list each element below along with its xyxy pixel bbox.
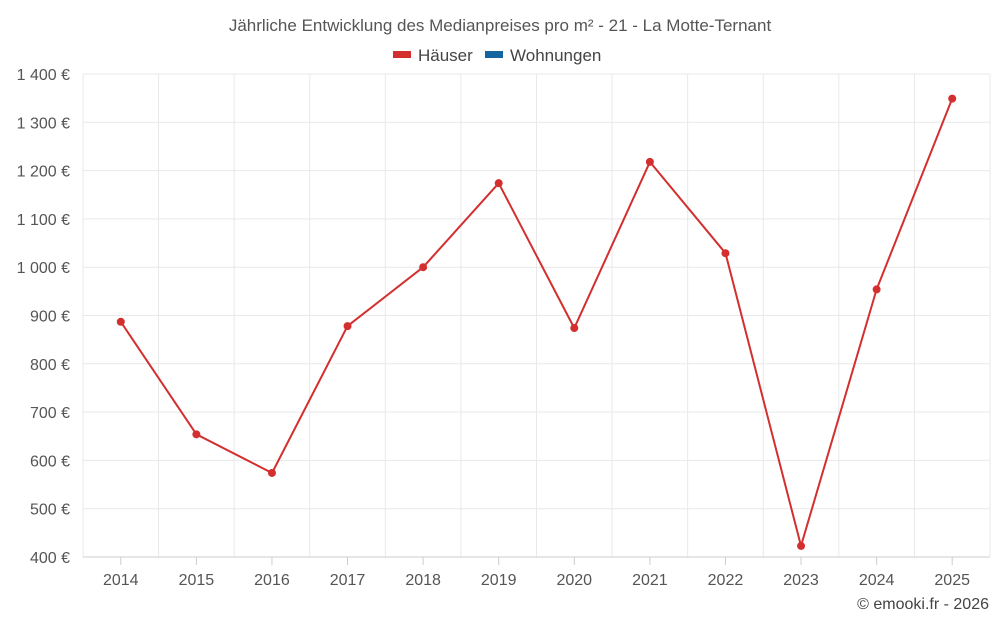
x-tick-label: 2015 — [179, 572, 215, 589]
data-point[interactable] — [948, 94, 957, 103]
chart-title: Jährliche Entwicklung des Medianpreises … — [229, 16, 772, 35]
credit: © emooki.fr - 2026 — [857, 596, 989, 613]
x-tick-label: 2017 — [330, 572, 366, 589]
legend-swatch-haeuser — [393, 51, 411, 58]
x-tick-label: 2021 — [632, 572, 668, 589]
x-axis-ticks: 2014 2015 2016 2017 2018 2019 2020 2021 2022 2023… — [103, 572, 970, 589]
legend-item-wohnungen[interactable]: Wohnungen — [485, 46, 601, 65]
y-tick-label: 600 € — [30, 453, 70, 470]
data-point[interactable] — [570, 324, 579, 333]
y-tick-label: 500 € — [30, 502, 70, 519]
data-point[interactable] — [494, 179, 503, 188]
y-tick-label: 1 200 € — [17, 164, 70, 181]
x-tick-label: 2019 — [481, 572, 517, 589]
y-tick-label: 1 300 € — [17, 115, 70, 132]
data-point[interactable] — [419, 263, 428, 272]
y-tick-label: 900 € — [30, 309, 70, 326]
data-point[interactable] — [872, 285, 881, 294]
data-point[interactable] — [267, 468, 276, 477]
x-tick-label: 2022 — [708, 572, 744, 589]
legend: Häuser Wohnungen — [393, 46, 601, 65]
axes — [83, 556, 990, 565]
data-point[interactable] — [343, 322, 352, 331]
y-tick-label: 1 400 € — [17, 67, 70, 84]
x-tick-label: 2014 — [103, 572, 139, 589]
data-point[interactable] — [192, 430, 201, 439]
x-tick-label: 2016 — [254, 572, 290, 589]
data-point[interactable] — [721, 249, 730, 258]
y-tick-label: 1 100 € — [17, 212, 70, 229]
legend-label-haeuser: Häuser — [418, 46, 473, 65]
y-tick-label: 700 € — [30, 405, 70, 422]
grid — [82, 73, 991, 557]
y-tick-label: 800 € — [30, 357, 70, 374]
y-axis-ticks: 400 € 500 € 600 € 700 € 800 € 900 € 1 000 € 1 1… — [17, 67, 70, 567]
x-tick-label: 2018 — [405, 572, 441, 589]
series-haeuser — [116, 94, 957, 550]
series-line — [119, 98, 954, 547]
data-point[interactable] — [797, 541, 806, 550]
data-point[interactable] — [645, 157, 654, 166]
x-tick-label: 2023 — [783, 572, 819, 589]
data-point[interactable] — [116, 317, 125, 326]
legend-label-wohnungen: Wohnungen — [510, 46, 601, 65]
x-tick-label: 2024 — [859, 572, 895, 589]
y-tick-label: 1 000 € — [17, 260, 70, 277]
x-tick-label: 2025 — [934, 572, 970, 589]
legend-swatch-wohnungen — [485, 51, 503, 58]
x-tick-label: 2020 — [556, 572, 592, 589]
legend-item-haeuser[interactable]: Häuser — [393, 46, 473, 65]
y-tick-label: 400 € — [30, 550, 70, 567]
